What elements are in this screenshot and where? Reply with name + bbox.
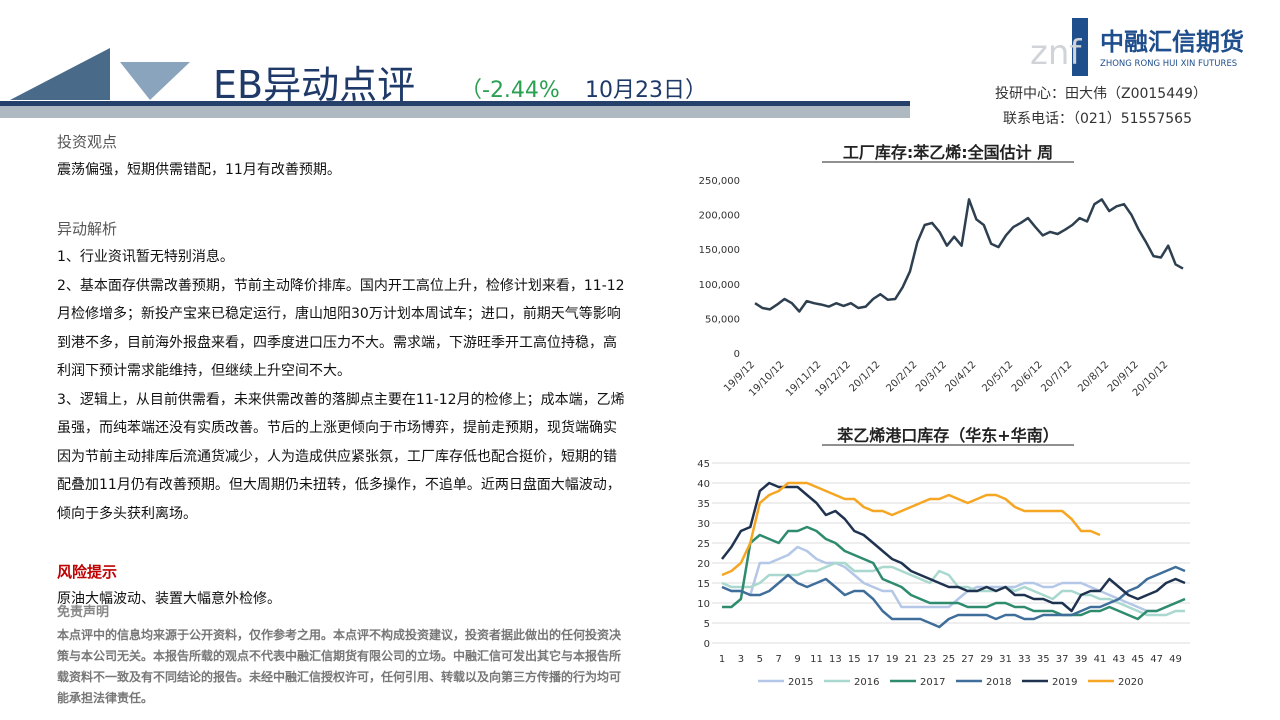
section-title: 风险提示 xyxy=(57,563,118,581)
x-tick-label: 17 xyxy=(867,654,880,665)
chart-title: 苯乙烯港口库存（华东+华南） xyxy=(836,426,1058,445)
text: 震荡偏强，短期供需错配，11月有改善预期。 xyxy=(57,162,341,178)
x-tick-label: 45 xyxy=(1131,654,1144,665)
x-tick-label: 25 xyxy=(942,654,955,665)
y-tick-label: 10 xyxy=(697,599,710,610)
logo-name: 中融汇信期货 xyxy=(1100,28,1244,56)
chart-title: 工厂库存:苯乙烯:全国估计 周 xyxy=(843,143,1053,162)
x-tick-label: 23 xyxy=(924,654,937,665)
line xyxy=(722,525,1186,621)
y-tick-label: 25 xyxy=(697,539,710,550)
x-tick-label: 37 xyxy=(1056,654,1069,665)
legend-label: 2020 xyxy=(1118,677,1143,688)
header-shape xyxy=(10,48,110,100)
x-tick-label: 20/2/12 xyxy=(884,359,919,394)
line xyxy=(721,481,1101,577)
y-tick-label: 0 xyxy=(704,639,710,650)
logo-bar xyxy=(1072,18,1088,76)
y-tick-label: 200,000 xyxy=(699,211,740,222)
y-tick-label: 5 xyxy=(704,619,710,630)
section-title: 异动解析 xyxy=(57,220,118,238)
line xyxy=(721,561,1185,617)
x-tick-label: 20/6/12 xyxy=(1010,359,1045,394)
x-tick-label: 5 xyxy=(757,654,763,665)
x-tick-label: 15 xyxy=(848,654,861,665)
x-tick-label: 7 xyxy=(776,654,782,665)
disclaimer: 本点评中的信息均来源于公开资料，仅作参考之用。本点评不构成投资建议，投资者据此做… xyxy=(57,628,622,705)
x-tick-label: 20/1/12 xyxy=(848,359,883,394)
y-tick-label: 15 xyxy=(697,579,710,590)
x-tick-label: 47 xyxy=(1150,654,1163,665)
y-tick-label: 100,000 xyxy=(699,280,740,291)
section-title: 投资观点 xyxy=(57,133,118,151)
analysis-list: 1、行业资讯暂无特别消息。 2、基本面存供需改善预期，节前主动降价排库。国内开工… xyxy=(57,243,627,528)
contact: 投研中心：田大伟（Z0015449） xyxy=(995,86,1207,102)
x-tick-label: 20/3/12 xyxy=(914,359,949,394)
legend-label: 2015 xyxy=(788,677,813,688)
list-item: 3、逻辑上，从目前供需看，未来供需改善的落脚点主要在11-12月的检修上；成本端… xyxy=(57,391,625,522)
x-tick-label: 21 xyxy=(905,654,918,665)
header-line xyxy=(0,101,910,106)
line xyxy=(754,198,1184,313)
y-tick-label: 250,000 xyxy=(699,176,740,187)
date: 10月23日） xyxy=(585,78,707,103)
change: （-2.44% xyxy=(460,78,560,103)
y-tick-label: 150,000 xyxy=(699,245,740,256)
y-tick-label: 50,000 xyxy=(705,314,740,325)
logo-en: ZHONG RONG HUI XIN FUTURES xyxy=(1100,59,1237,69)
x-tick-label: 9 xyxy=(794,654,800,665)
x-tick-label: 29 xyxy=(980,654,993,665)
x-tick-label: 3 xyxy=(738,654,744,665)
y-tick-label: 30 xyxy=(697,519,710,530)
list-item: 1、行业资讯暂无特别消息。 xyxy=(57,249,234,265)
x-tick-label: 49 xyxy=(1169,654,1182,665)
line xyxy=(721,481,1186,613)
logo-mark: znf xyxy=(1030,33,1082,73)
x-tick-label: 39 xyxy=(1075,654,1088,665)
line xyxy=(721,565,1186,629)
y-tick-label: 0 xyxy=(734,349,740,360)
y-tick-label: 40 xyxy=(697,479,710,490)
list-item: 2、基本面存供需改善预期，节前主动降价排库。国内开工高位上升，检修计划来看，11… xyxy=(57,277,625,380)
x-tick-label: 43 xyxy=(1112,654,1125,665)
y-tick-label: 45 xyxy=(697,459,710,470)
x-tick-label: 13 xyxy=(829,654,842,665)
x-tick-label: 20/4/12 xyxy=(943,359,978,394)
x-tick-label: 11 xyxy=(810,654,823,665)
x-tick-label: 33 xyxy=(1018,654,1031,665)
section-title: 免责声明 xyxy=(57,605,110,620)
x-tick-label: 19 xyxy=(886,654,899,665)
title: EB异动点评 xyxy=(213,63,415,107)
legend-label: 2016 xyxy=(854,677,879,688)
x-tick-label: 35 xyxy=(1037,654,1050,665)
header-band xyxy=(0,104,910,118)
legend-label: 2019 xyxy=(1052,677,1077,688)
y-tick-label: 20 xyxy=(697,559,710,570)
x-tick-label: 31 xyxy=(999,654,1012,665)
x-tick-label: 20/7/12 xyxy=(1039,359,1074,394)
contact: 联系电话：（021）51557565 xyxy=(1003,111,1192,127)
text: 原油大幅波动、装置大幅意外检修。 xyxy=(57,591,281,607)
x-tick-label: 20/5/12 xyxy=(980,359,1015,394)
x-tick-label: 27 xyxy=(961,654,974,665)
x-tick-label: 41 xyxy=(1094,654,1107,665)
legend-label: 2017 xyxy=(920,677,945,688)
charts: 工厂库存:苯乙烯:全国估计 周 0 50,000 100,000 150,000 200,… xyxy=(697,143,1190,688)
x-tick-label: 20/8/12 xyxy=(1076,359,1111,394)
header-shape xyxy=(120,62,190,100)
x-tick-label: 1 xyxy=(719,654,725,665)
y-tick-label: 35 xyxy=(697,499,710,510)
legend-label: 2018 xyxy=(986,677,1011,688)
